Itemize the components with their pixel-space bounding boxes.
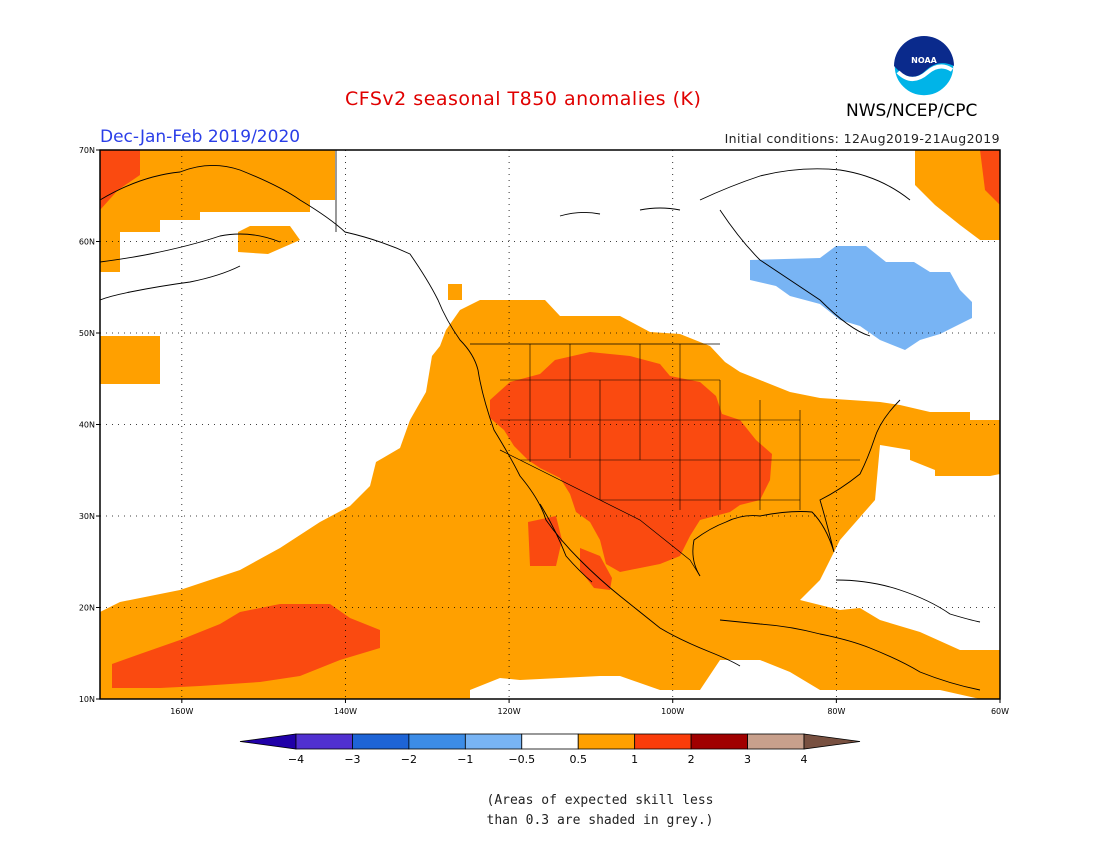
- colorbar-segment: [352, 733, 410, 750]
- colorbar-labels: −4 −3 −2 −1 −0.5 0.5 1 2 3 4: [288, 753, 808, 766]
- longitude-label: 100W: [661, 707, 684, 716]
- colorbar: [239, 733, 861, 750]
- colorbar-segment: [521, 733, 579, 750]
- colorbar-tick-label: −4: [288, 753, 304, 766]
- map-area: [100, 150, 1000, 699]
- warm-anomaly-weak: [100, 150, 1000, 699]
- map-title: CFSv2 seasonal T850 anomalies (K): [345, 88, 702, 110]
- latitude-label: 30N: [79, 512, 95, 521]
- latitude-label: 50N: [79, 329, 95, 338]
- latitude-label: 40N: [79, 421, 95, 430]
- warm-anomaly-strong: [100, 150, 1000, 688]
- coastlines: [100, 150, 981, 691]
- colorbar-tick-label: −2: [401, 753, 417, 766]
- longitude-label: 60W: [991, 707, 1009, 716]
- colorbar-segment: [747, 733, 805, 750]
- colorbar-tick-label: −3: [344, 753, 360, 766]
- longitude-label: 120W: [497, 707, 520, 716]
- longitude-label: 140W: [334, 707, 357, 716]
- colorbar-right-arrow: [803, 733, 861, 750]
- colorbar-segment: [408, 733, 466, 750]
- skill-note-line1: (Areas of expected skill less: [486, 793, 714, 808]
- skill-note: (Areas of expected skill less than 0.3 a…: [470, 791, 730, 831]
- colorbar-tick-label: 0.5: [569, 753, 587, 766]
- colorbar-segment: [295, 733, 353, 750]
- noaa-logo-text: NOAA: [911, 56, 937, 65]
- colorbar-tick-label: 3: [744, 753, 751, 766]
- initial-conditions-label: Initial conditions: 12Aug2019-21Aug2019: [724, 131, 1000, 146]
- colorbar-tick-label: 1: [631, 753, 638, 766]
- latitude-label: 10N: [79, 695, 95, 704]
- state-borders: [500, 344, 860, 510]
- colorbar-tick-label: −1: [457, 753, 473, 766]
- season-label: Dec-Jan-Feb 2019/2020: [100, 127, 301, 147]
- agency-label: NWS/NCEP/CPC: [846, 101, 978, 121]
- longitude-labels: 160W 140W 120W 100W 80W 60W: [170, 699, 1009, 716]
- colorbar-left-arrow: [239, 733, 297, 750]
- cool-anomaly-weak: [750, 246, 972, 350]
- colorbar-tick-label: −0.5: [508, 753, 535, 766]
- latitude-labels: 10N 20N 30N 40N 50N 60N 70N: [79, 146, 100, 704]
- latitude-label: 20N: [79, 604, 95, 613]
- colorbar-segment: [464, 733, 523, 750]
- colorbar-segment: [577, 733, 636, 750]
- colorbar-segment: [690, 733, 748, 750]
- colorbar-tick-label: 2: [688, 753, 695, 766]
- colorbar-segment: [634, 733, 692, 750]
- longitude-label: 160W: [170, 707, 193, 716]
- graticule: [100, 150, 1000, 699]
- skill-note-line2: than 0.3 are shaded in grey.): [486, 813, 714, 828]
- colorbar-tick-label: 4: [801, 753, 808, 766]
- longitude-label: 80W: [827, 707, 845, 716]
- latitude-label: 70N: [79, 146, 95, 155]
- noaa-logo: NOAA: [893, 35, 955, 97]
- latitude-label: 60N: [79, 238, 95, 247]
